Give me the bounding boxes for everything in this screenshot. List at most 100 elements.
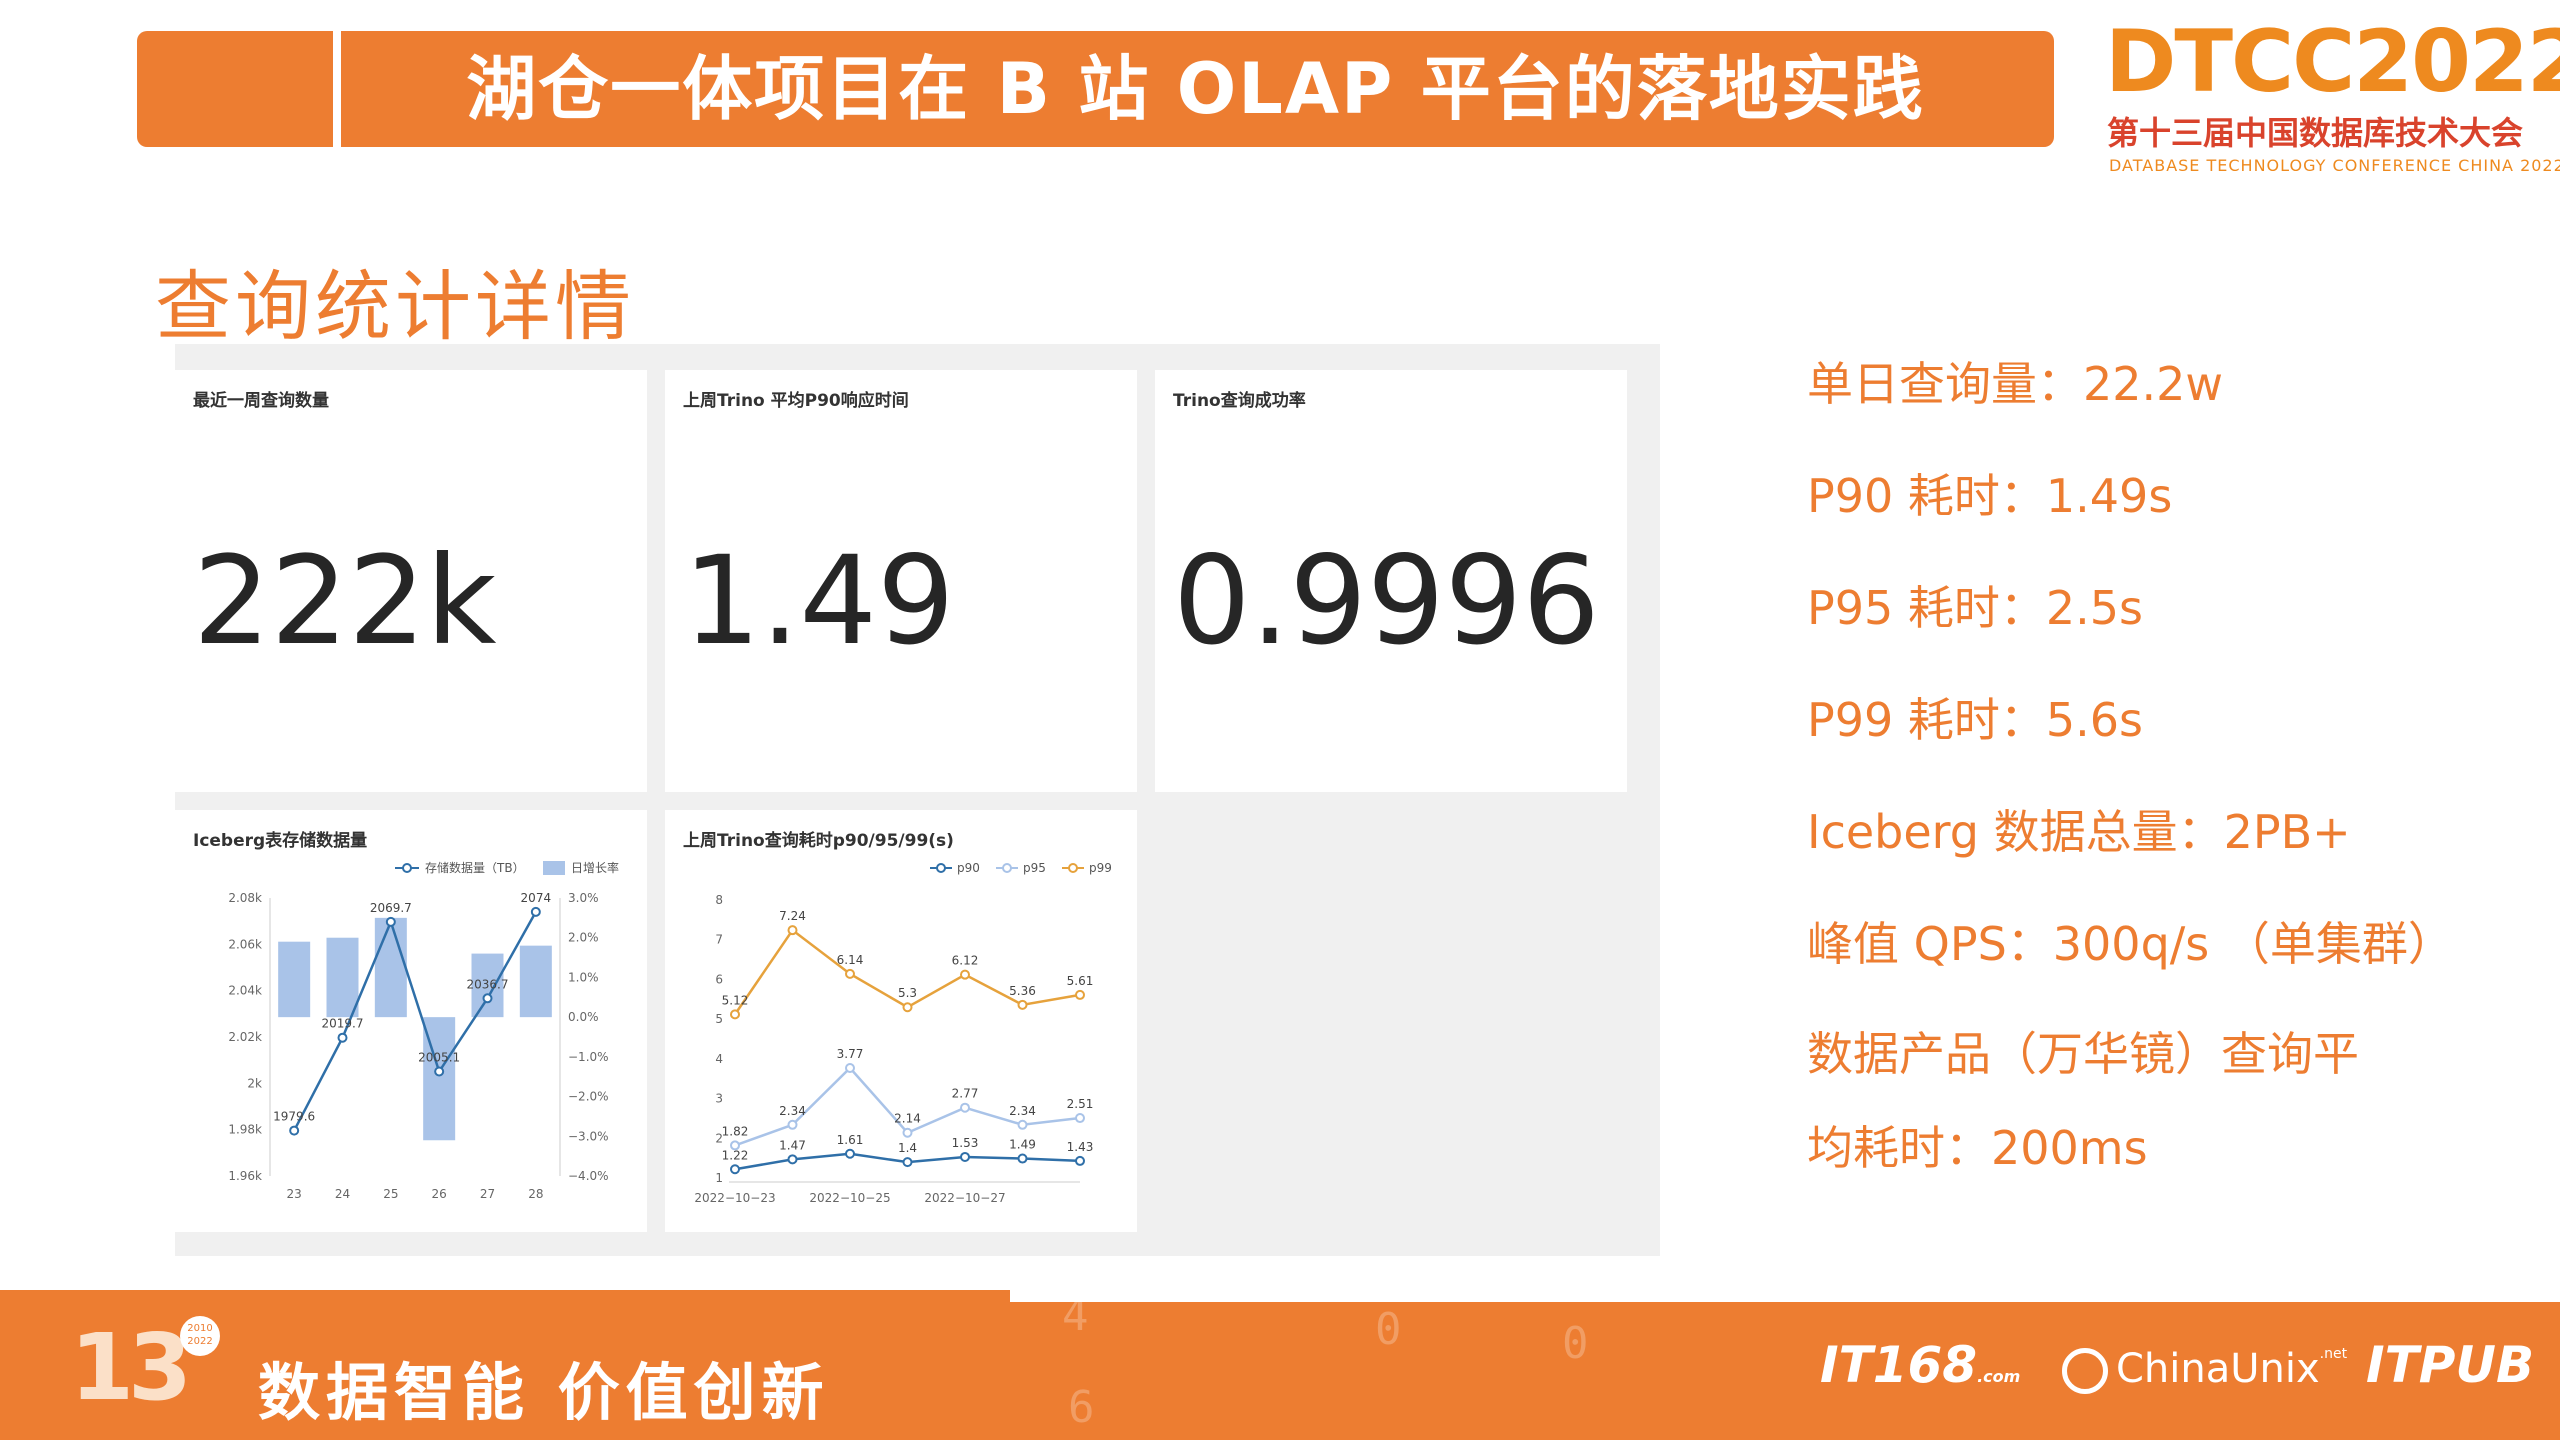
point-storage [434, 1066, 445, 1077]
footer-slogan: 数据智能 价值创新 [258, 1356, 830, 1429]
y-left-tick-label: 1.98k [228, 1123, 262, 1137]
data-label-p99: 5.3 [898, 986, 917, 1000]
brand-chinaunix-name: ChinaUnix [2116, 1346, 2320, 1392]
point-p95 [1075, 1113, 1085, 1124]
point-p99 [787, 925, 798, 936]
y-left-tick-label: 2k [247, 1076, 262, 1090]
card-value: 222k [193, 530, 497, 672]
anniversary-logo: 13 [70, 1314, 192, 1421]
point-p99 [845, 968, 855, 979]
legend-line-marker [402, 863, 412, 873]
data-label-p95: 3.77 [837, 1047, 864, 1061]
iceberg-storage-chart: 存储数据量（TB） 日增长率 2.08k 2.06k 2.04k 2.02k 2k 1.98k… [228, 860, 619, 1201]
legend-label: p90 [957, 861, 980, 875]
data-label-p99: 5.61 [1067, 974, 1094, 988]
point-p90 [730, 1164, 740, 1175]
legend-marker [1068, 863, 1078, 873]
point-p90 [902, 1157, 913, 1168]
y-tick-label: 1 [715, 1171, 723, 1185]
footer-band [0, 1290, 1010, 1302]
card-title: 最近一周查询数量 [193, 391, 329, 411]
x-tick-label: 2022−10−25 [809, 1191, 890, 1205]
data-label-storage: 2036.7 [467, 977, 509, 991]
point-p90 [1017, 1153, 1028, 1164]
decor-digit: 0 [1562, 1318, 1589, 1369]
data-label-p90: 1.53 [952, 1136, 979, 1150]
stat-peak-qps: 峰值 QPS：300q/s （单集群） [1807, 917, 2454, 971]
decor-digit: 6 [1068, 1382, 1095, 1433]
stat-iceberg-total: Iceberg 数据总量：2PB+ [1807, 805, 2351, 859]
footer-bar: 13 2010 2022 数据智能 价值创新 4 0 0 6 IT168.com… [0, 1290, 2560, 1440]
chart-card-trino-latency: 上周Trino查询耗时p90/95/99(s) p90 p95 p99 8 7 6 5 4 3 2… [665, 810, 1137, 1232]
data-label-p90: 1.43 [1067, 1140, 1094, 1154]
y-right-tick-label: −3.0% [568, 1129, 609, 1143]
dtcc-logo-subtitle: 第十三届中国数据库技术大会 [2107, 114, 2524, 152]
bar-growth-rate [471, 953, 504, 1018]
stat-p90: P90 耗时：1.49s [1807, 469, 2173, 523]
x-tick-label: 25 [383, 1187, 398, 1201]
point-p95 [960, 1102, 970, 1113]
data-label-p99: 7.24 [779, 909, 806, 923]
y-right-tick-label: 3.0% [568, 891, 599, 905]
slide-title: 湖仓一体项目在 B 站 OLAP 平台的落地实践 [466, 48, 1925, 130]
y-right-tick-label: −1.0% [568, 1050, 609, 1064]
data-label-p95: 1.82 [722, 1124, 749, 1138]
stat-product-latency-line1: 数据产品（万华镜）查询平 [1807, 1027, 2359, 1081]
data-label-storage: 2005.1 [418, 1051, 460, 1065]
y-right-tick-label: 2.0% [568, 931, 599, 945]
data-label-p99: 5.12 [722, 993, 749, 1007]
bar-growth-rate [278, 941, 311, 1018]
stat-card-p90-latency: 上周Trino 平均P90响应时间 1.49 [665, 370, 1137, 792]
point-p99 [902, 1002, 913, 1013]
legend-label-storage: 存储数据量（TB） [425, 860, 525, 875]
brand-chinaunix-suffix: .net [2319, 1346, 2348, 1362]
chart-title: 上周Trino查询耗时p90/95/99(s) [683, 831, 954, 851]
data-label-p99: 5.36 [1009, 984, 1036, 998]
y-tick-label: 3 [715, 1092, 723, 1106]
stat-card-success-rate: Trino查询成功率 0.9996 [1155, 370, 1627, 792]
bar-growth-rate [326, 937, 359, 1018]
y-right-tick-label: 0.0% [568, 1010, 599, 1024]
data-label-p90: 1.61 [837, 1133, 864, 1147]
y-left-tick-label: 1.96k [228, 1169, 262, 1183]
y-tick-label: 2 [715, 1131, 723, 1145]
dashboard-panel: 最近一周查询数量 222k 上周Trino 平均P90响应时间 1.49 Tri… [175, 344, 1660, 1256]
point-p95 [730, 1140, 740, 1151]
y-left-tick-label: 2.04k [228, 984, 262, 998]
trino-latency-chart: p90 p95 p99 8 7 6 5 4 3 2 1 2022−10−23 2022−10−25 202… [694, 861, 1111, 1205]
legend-marker [936, 863, 946, 873]
title-bar-divider [333, 31, 341, 147]
y-tick-label: 7 [715, 933, 723, 947]
point-p95 [902, 1127, 913, 1138]
legend-label: p95 [1023, 861, 1046, 875]
y-tick-label: 4 [715, 1052, 723, 1066]
y-right-tick-label: −2.0% [568, 1090, 609, 1104]
point-p90 [787, 1154, 798, 1165]
years-top: 2010 [187, 1323, 213, 1334]
x-tick-label: 23 [287, 1187, 302, 1201]
section-title: 查询统计详情 [155, 262, 635, 351]
data-label-p90: 1.47 [779, 1138, 806, 1152]
point-p99 [730, 1009, 740, 1020]
point-p99 [960, 969, 970, 980]
brand-itpub: ITPUB [2366, 1336, 2534, 1394]
bar-growth-rate [374, 917, 407, 1018]
data-label-p95: 2.34 [779, 1104, 806, 1118]
legend-label-growth: 日增长率 [571, 860, 619, 875]
x-tick-label: 28 [528, 1187, 543, 1201]
data-label-storage: 2019.7 [322, 1017, 364, 1031]
y-left-tick-label: 2.06k [228, 937, 262, 951]
y-left-tick-label: 2.08k [228, 891, 262, 905]
point-storage [482, 993, 493, 1004]
stat-p99: P99 耗时：5.6s [1807, 693, 2144, 747]
x-tick-label: 24 [335, 1187, 350, 1201]
legend-bar-swatch [543, 861, 565, 875]
anniversary-years-badge: 2010 2022 [180, 1316, 220, 1356]
point-storage [385, 916, 396, 927]
brand-itpub-name: ITPUB [2366, 1336, 2535, 1394]
series-line-storage [293, 911, 537, 1132]
x-tick-label: 26 [432, 1187, 447, 1201]
bar-growth-rate [519, 945, 552, 1018]
point-p90 [1075, 1155, 1085, 1166]
chart-title: Iceberg表存储数据量 [193, 831, 368, 851]
